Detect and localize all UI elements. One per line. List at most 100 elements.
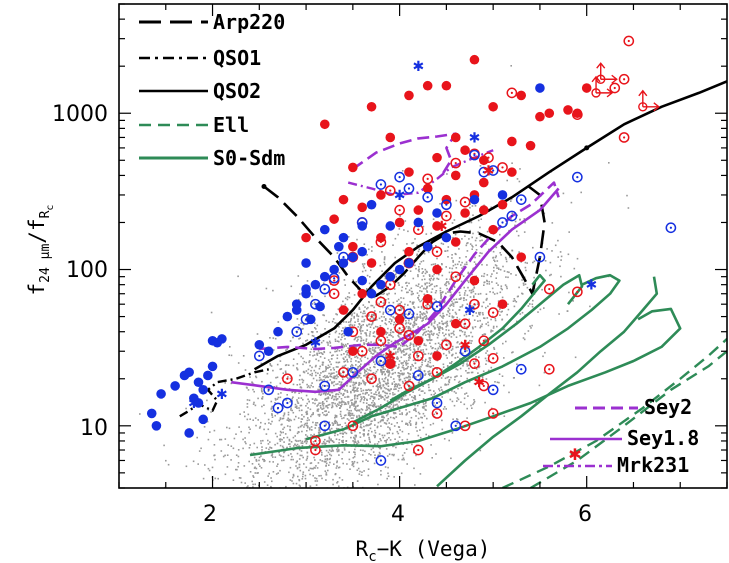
background-point <box>283 412 286 414</box>
background-point <box>343 417 345 419</box>
background-point <box>384 373 386 376</box>
background-point <box>365 370 368 372</box>
red-star-point: ✱ <box>384 349 396 365</box>
background-point <box>551 222 554 224</box>
background-point <box>325 462 328 465</box>
red-open-point <box>441 339 452 351</box>
background-point <box>445 266 447 268</box>
background-point <box>423 392 426 394</box>
background-point <box>467 395 469 397</box>
background-point <box>408 319 410 322</box>
background-point <box>382 342 384 344</box>
background-point <box>430 353 432 355</box>
background-point <box>386 400 389 402</box>
background-point <box>347 403 350 405</box>
background-point <box>412 306 415 308</box>
red-open-point <box>459 318 471 330</box>
background-point <box>353 324 356 326</box>
background-point <box>343 414 346 417</box>
background-point <box>429 424 432 426</box>
red-filled-point <box>329 214 339 224</box>
background-point <box>496 381 499 384</box>
background-point <box>412 391 414 393</box>
background-point <box>307 425 309 428</box>
background-point <box>388 348 390 351</box>
background-point <box>390 340 393 343</box>
background-point <box>409 424 412 426</box>
background-point <box>249 376 251 378</box>
background-point <box>322 370 324 373</box>
background-point <box>359 336 362 338</box>
background-point <box>334 473 337 476</box>
background-point <box>492 250 495 253</box>
background-point <box>404 354 406 356</box>
blue-star-point: ✱ <box>464 303 476 319</box>
background-point <box>327 397 329 400</box>
background-point <box>448 312 451 315</box>
background-point <box>428 336 431 338</box>
background-point <box>419 373 422 375</box>
background-point <box>342 462 344 465</box>
background-point <box>292 458 294 461</box>
background-point <box>516 178 519 180</box>
background-point <box>448 379 451 381</box>
background-point <box>431 375 433 377</box>
background-point <box>301 418 304 420</box>
background-point <box>391 331 394 333</box>
background-point <box>411 303 414 305</box>
blue-open-point <box>375 179 387 190</box>
background-point <box>453 286 456 288</box>
background-point <box>337 376 339 378</box>
background-point <box>323 460 326 463</box>
blue-open-point <box>665 222 677 234</box>
background-point <box>405 281 408 284</box>
background-point <box>486 230 489 233</box>
red-open-point-center <box>379 339 383 342</box>
template-s0-sdm-5 <box>436 276 659 488</box>
background-point <box>390 328 392 331</box>
background-point <box>414 395 416 398</box>
background-point <box>483 317 486 320</box>
background-point <box>541 288 543 291</box>
background-point <box>306 383 308 386</box>
background-point <box>262 392 264 395</box>
background-point <box>477 293 480 295</box>
background-point <box>371 288 374 290</box>
background-point <box>438 328 441 331</box>
background-point <box>369 410 372 413</box>
background-point <box>296 363 299 365</box>
background-point <box>300 387 303 389</box>
background-point <box>454 301 457 304</box>
background-point <box>486 282 488 285</box>
background-point <box>226 466 229 468</box>
background-point <box>393 321 396 324</box>
background-point <box>433 318 436 321</box>
background-point <box>346 296 349 298</box>
background-point <box>316 467 319 469</box>
background-point <box>337 428 340 430</box>
background-point <box>429 301 432 304</box>
background-point <box>356 376 359 379</box>
background-point <box>271 454 273 456</box>
background-point <box>306 402 308 405</box>
background-point <box>433 298 436 301</box>
background-point <box>518 180 521 183</box>
background-point <box>379 447 381 450</box>
background-point <box>425 348 428 351</box>
background-point <box>500 311 502 313</box>
background-point <box>407 376 409 379</box>
background-point <box>341 333 344 335</box>
background-point <box>244 482 246 484</box>
background-point <box>244 415 246 418</box>
background-point <box>349 323 352 326</box>
background-point <box>389 439 392 441</box>
background-point <box>519 168 521 170</box>
background-point <box>364 332 366 334</box>
background-point <box>511 212 513 214</box>
background-point <box>349 406 351 409</box>
background-point <box>318 475 320 477</box>
background-point <box>413 301 415 304</box>
background-point <box>367 315 370 317</box>
background-point <box>311 398 314 400</box>
background-point <box>412 344 415 346</box>
